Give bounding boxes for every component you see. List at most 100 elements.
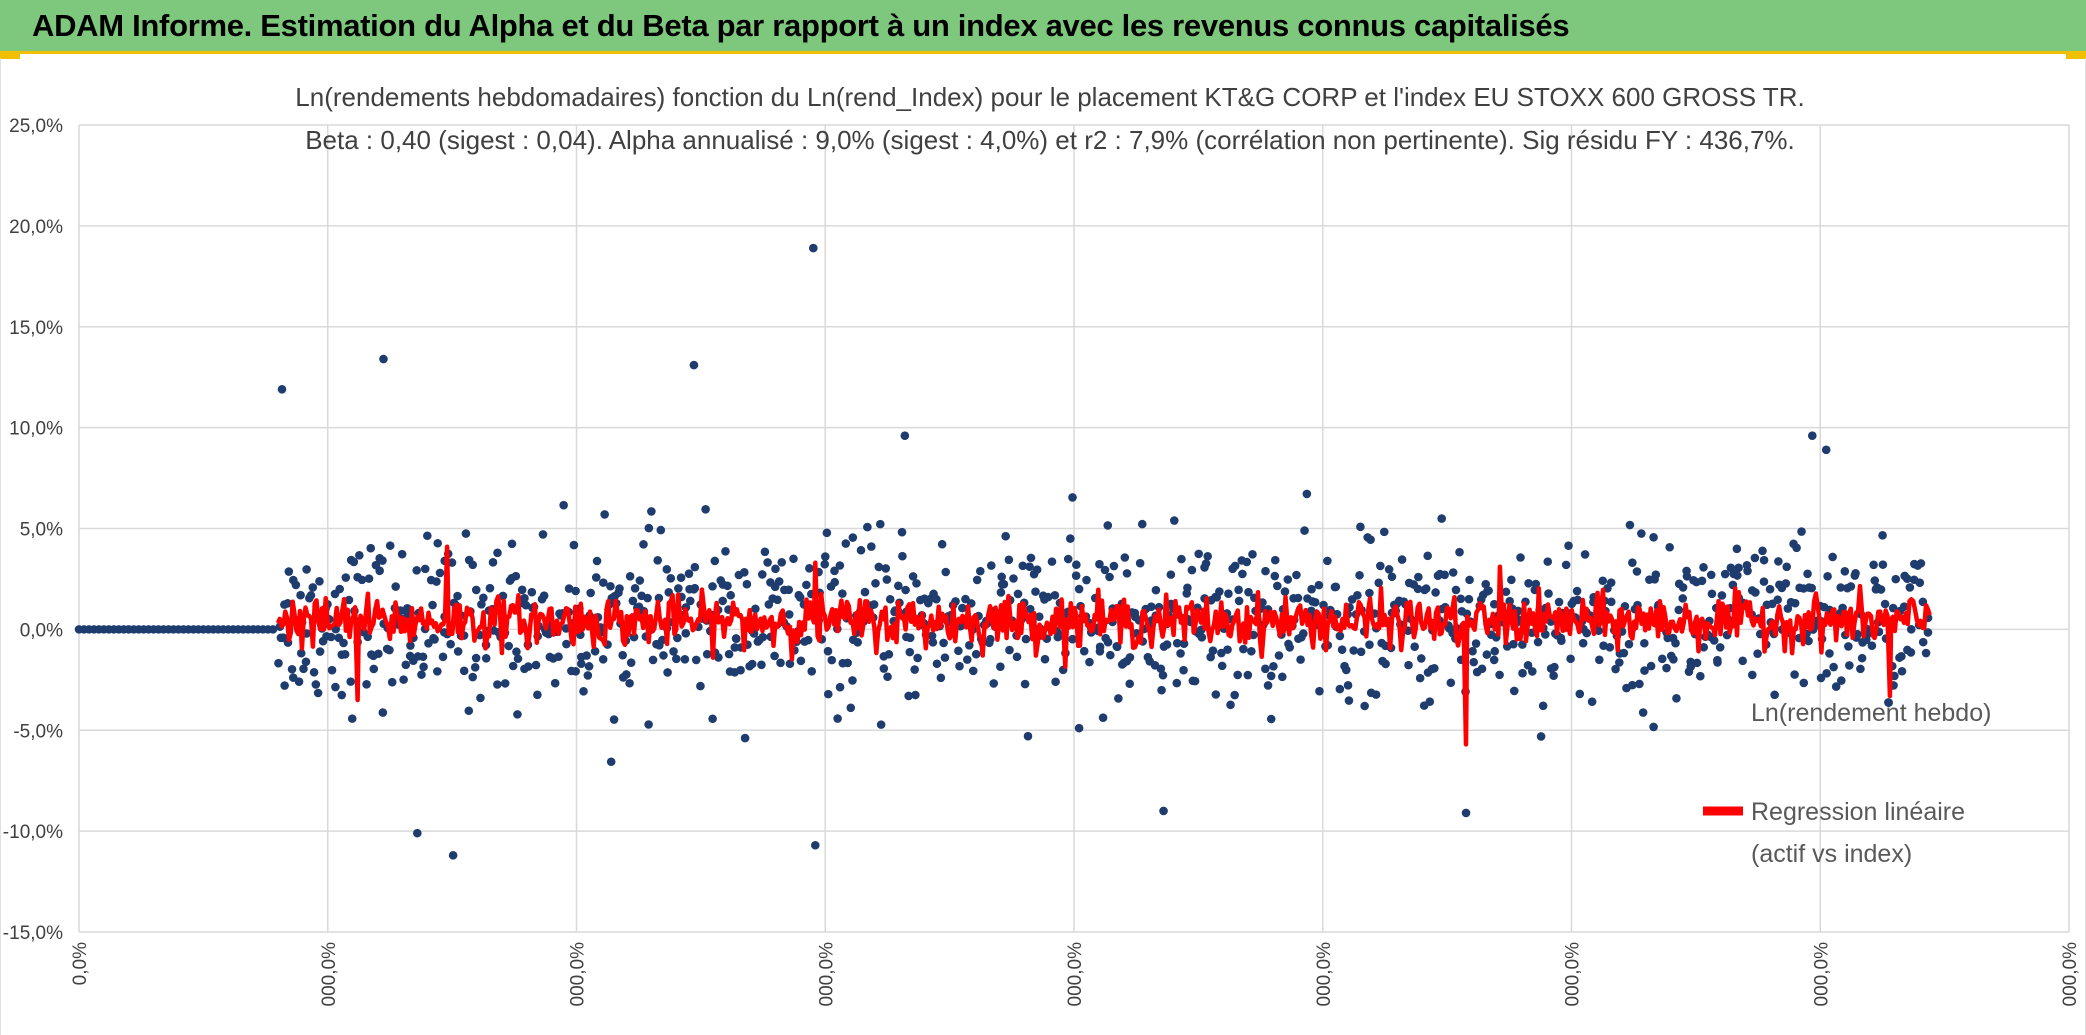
data-point xyxy=(644,720,653,729)
data-point xyxy=(1440,570,1450,580)
data-point xyxy=(941,567,951,577)
data-point xyxy=(1157,685,1166,695)
data-point xyxy=(1098,713,1108,723)
data-point xyxy=(820,559,830,569)
data-point xyxy=(803,635,813,645)
data-point xyxy=(1845,661,1854,670)
data-point xyxy=(740,733,750,743)
data-point xyxy=(1880,599,1890,609)
data-point xyxy=(1026,553,1036,563)
data-point xyxy=(1381,659,1390,669)
data-point xyxy=(1906,648,1916,657)
data-point xyxy=(364,574,374,583)
regression-path xyxy=(275,544,1932,747)
data-point xyxy=(507,539,517,549)
data-point xyxy=(1018,561,1028,571)
data-point xyxy=(635,576,645,585)
data-point xyxy=(387,677,397,687)
data-point xyxy=(1461,808,1471,818)
data-point xyxy=(760,547,770,557)
data-point xyxy=(676,573,686,583)
chart-title: Ln(rendements hebdomadaires) fonction du… xyxy=(295,82,1804,112)
data-point xyxy=(403,603,412,613)
data-point xyxy=(459,666,469,676)
data-point xyxy=(1490,646,1500,656)
data-point xyxy=(1505,596,1515,606)
data-point xyxy=(784,585,794,595)
x-tick-label: 000,0% xyxy=(319,942,340,1007)
data-point xyxy=(609,715,619,724)
data-point xyxy=(1507,575,1516,585)
data-point xyxy=(287,664,297,674)
data-point xyxy=(1733,571,1742,580)
data-point xyxy=(1578,638,1588,648)
chart-area: 25,0% 20,0% 15,0% 10,0% 5,0% 0,0% -5,0% -10,0% -… xyxy=(0,58,2086,1035)
data-point xyxy=(598,654,608,664)
data-point xyxy=(1248,550,1257,559)
data-point xyxy=(500,679,510,688)
data-point xyxy=(335,584,345,594)
chart-legend: Ln(rendement hebdo) Regression linéaire (a… xyxy=(1703,699,1991,868)
data-point xyxy=(1516,553,1525,562)
data-point xyxy=(879,664,889,673)
data-point xyxy=(689,360,699,370)
data-point xyxy=(757,570,767,579)
data-point xyxy=(1867,641,1877,650)
data-point xyxy=(1082,575,1091,585)
data-point xyxy=(1807,583,1816,593)
data-point xyxy=(1341,665,1351,675)
report-banner: ADAM Informe. Estimation du Alpha et du … xyxy=(0,0,2086,54)
data-point xyxy=(579,687,588,696)
data-point xyxy=(1051,677,1060,687)
data-point xyxy=(776,658,785,668)
data-point xyxy=(1431,588,1440,597)
data-point xyxy=(1323,556,1332,566)
data-point xyxy=(1040,654,1050,664)
data-point xyxy=(1025,604,1035,614)
data-point xyxy=(936,673,946,683)
data-point xyxy=(428,600,437,610)
data-point xyxy=(1001,531,1010,541)
data-point xyxy=(479,593,488,603)
data-point xyxy=(773,595,782,605)
data-point xyxy=(296,648,306,658)
data-point xyxy=(1543,557,1553,566)
data-point xyxy=(928,637,938,647)
data-point xyxy=(795,593,805,602)
data-point xyxy=(1807,431,1817,440)
data-point xyxy=(1315,686,1324,696)
data-point xyxy=(337,690,347,700)
data-point xyxy=(517,585,527,595)
data-point xyxy=(1034,612,1044,622)
data-point xyxy=(299,664,308,674)
data-point xyxy=(1897,666,1907,676)
data-point xyxy=(1263,681,1273,690)
data-point xyxy=(696,681,705,691)
data-point xyxy=(1651,570,1661,579)
data-point xyxy=(674,584,683,593)
data-point xyxy=(1759,577,1769,586)
data-point xyxy=(997,572,1006,582)
data-point xyxy=(461,529,471,538)
data-point xyxy=(884,650,894,659)
data-point xyxy=(274,658,283,668)
data-point xyxy=(1456,594,1466,604)
data-point xyxy=(1122,569,1132,578)
data-point xyxy=(1773,595,1782,605)
data-point xyxy=(1770,690,1779,700)
data-point xyxy=(701,505,710,514)
x-tick-label: 000,0% xyxy=(1065,942,1086,1007)
data-point xyxy=(763,558,772,567)
data-point xyxy=(835,682,845,692)
data-point xyxy=(1296,655,1305,664)
data-point xyxy=(391,582,400,591)
data-point xyxy=(1066,534,1075,543)
data-point xyxy=(718,596,728,606)
data-point xyxy=(822,528,832,538)
data-point xyxy=(1130,608,1140,618)
x-tick-label: 000,0% xyxy=(2060,942,2081,1007)
data-point xyxy=(1751,588,1760,597)
data-point xyxy=(1310,598,1320,607)
data-point xyxy=(702,649,712,659)
data-point xyxy=(789,554,798,564)
